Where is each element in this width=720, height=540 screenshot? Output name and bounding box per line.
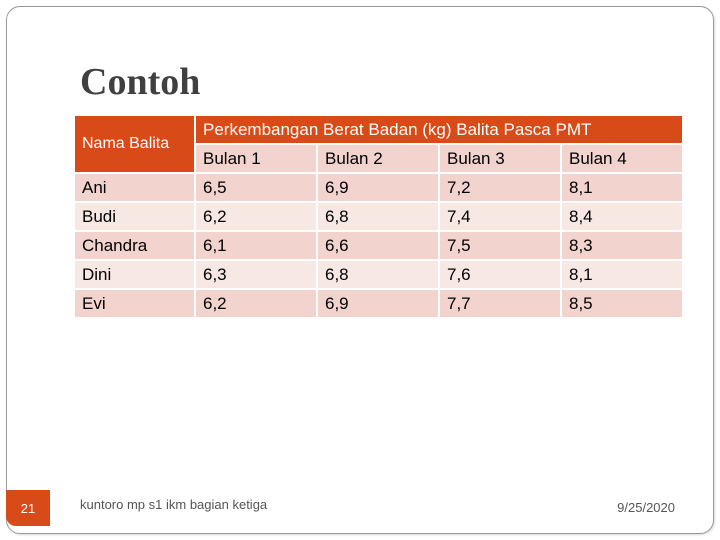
header-month-2: Bulan 2 <box>318 145 438 172</box>
weight-table: Nama Balita Perkembangan Berat Badan (kg… <box>73 114 684 319</box>
cell-value: 6,9 <box>318 290 438 317</box>
header-weight-group: Perkembangan Berat Badan (kg) Balita Pas… <box>196 116 682 143</box>
slide-title: Contoh <box>80 61 201 103</box>
cell-value: 6,9 <box>318 174 438 201</box>
table-row: Evi 6,2 6,9 7,7 8,5 <box>75 290 682 317</box>
header-month-1: Bulan 1 <box>196 145 316 172</box>
row-name: Ani <box>75 174 194 201</box>
row-name: Evi <box>75 290 194 317</box>
cell-value: 7,4 <box>440 203 560 230</box>
cell-value: 6,8 <box>318 203 438 230</box>
cell-value: 7,5 <box>440 232 560 259</box>
cell-value: 8,1 <box>562 174 682 201</box>
cell-value: 8,4 <box>562 203 682 230</box>
cell-value: 6,5 <box>196 174 316 201</box>
table-row: Ani 6,5 6,9 7,2 8,1 <box>75 174 682 201</box>
row-name: Budi <box>75 203 194 230</box>
table-row: Budi 6,2 6,8 7,4 8,4 <box>75 203 682 230</box>
cell-value: 6,1 <box>196 232 316 259</box>
slide-number: 21 <box>6 490 50 526</box>
table-month-row: Bulan 1 Bulan 2 Bulan 3 Bulan 4 <box>75 145 682 172</box>
cell-value: 8,1 <box>562 261 682 288</box>
header-name-balita: Nama Balita <box>75 116 194 172</box>
cell-value: 8,3 <box>562 232 682 259</box>
cell-value: 7,2 <box>440 174 560 201</box>
slide-footer: kuntoro mp s1 ikm bagian ketiga <box>80 497 268 512</box>
cell-value: 6,8 <box>318 261 438 288</box>
cell-value: 6,2 <box>196 203 316 230</box>
cell-value: 6,3 <box>196 261 316 288</box>
header-month-3: Bulan 3 <box>440 145 560 172</box>
slide-date: 9/25/2020 <box>617 500 675 515</box>
cell-value: 8,5 <box>562 290 682 317</box>
table-header-row: Nama Balita Perkembangan Berat Badan (kg… <box>75 116 682 172</box>
row-name: Dini <box>75 261 194 288</box>
table-row: Dini 6,3 6,8 7,6 8,1 <box>75 261 682 288</box>
cell-value: 6,2 <box>196 290 316 317</box>
cell-value: 7,6 <box>440 261 560 288</box>
row-name: Chandra <box>75 232 194 259</box>
header-month-4: Bulan 4 <box>562 145 682 172</box>
cell-value: 6,6 <box>318 232 438 259</box>
cell-value: 7,7 <box>440 290 560 317</box>
table-row: Chandra 6,1 6,6 7,5 8,3 <box>75 232 682 259</box>
